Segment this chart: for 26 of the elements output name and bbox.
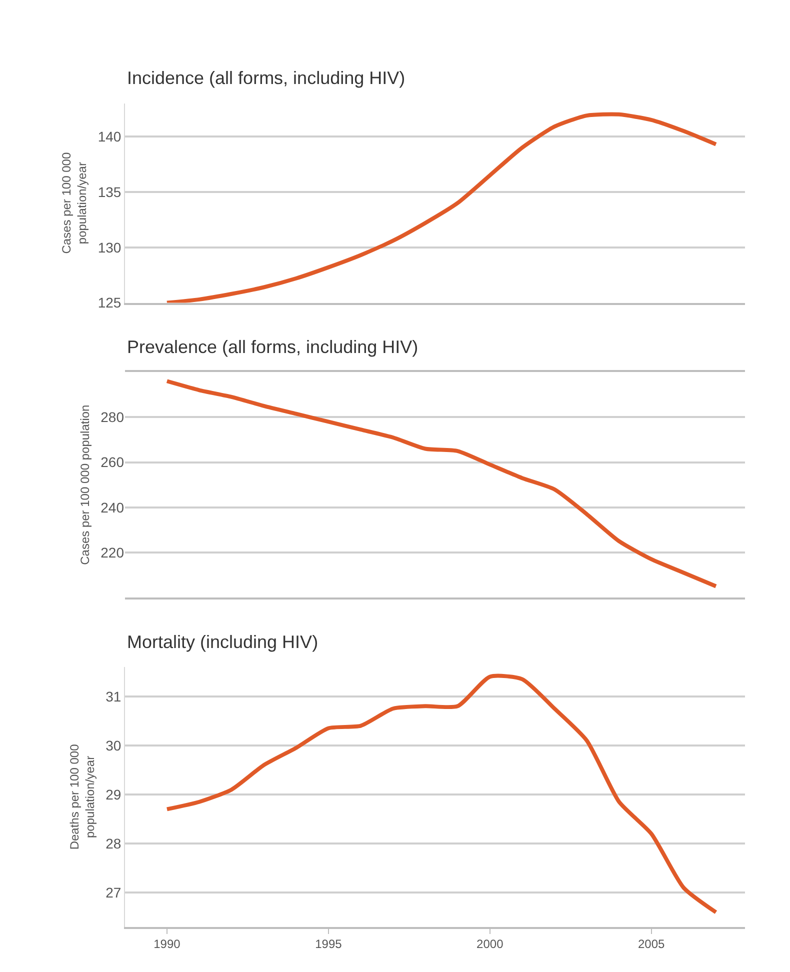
chart-title: Mortality (including HIV): [127, 632, 318, 652]
y-axis-title: Deaths per 100 000 population/year: [67, 744, 97, 850]
y-axis-title: Cases per 100 000 population/year: [60, 152, 90, 254]
y-axis-title: Cases per 100 000 population: [78, 404, 92, 565]
y-tick-label: 240: [100, 499, 124, 516]
y-tick-label: 135: [98, 184, 122, 200]
y-tick-label: 28: [106, 835, 122, 852]
line-series: [164, 112, 718, 303]
y-tick-label: 220: [100, 544, 124, 560]
x-tick-label: 1990: [154, 937, 181, 952]
x-tick-label: 2000: [476, 937, 504, 952]
chart-title: Incidence (all forms, including HIV): [127, 68, 406, 88]
x-tick-label: 1995: [315, 937, 342, 952]
y-tick-label: 260: [100, 454, 124, 470]
y-tick-label: 30: [106, 737, 122, 754]
y-tick-label: 27: [106, 884, 122, 901]
y-tick-label: 130: [98, 239, 122, 256]
line-series: [164, 674, 718, 914]
chart-title: Prevalence (all forms, including HIV): [127, 337, 418, 357]
x-tick-label: 2005: [638, 937, 666, 952]
y-tick-label: 29: [106, 786, 122, 802]
y-tick-label: 140: [98, 128, 122, 144]
y-tick-label: 125: [98, 294, 122, 311]
y-tick-label: 280: [100, 409, 124, 426]
y-tick-label: 31: [106, 688, 122, 704]
line-series: [164, 379, 718, 588]
